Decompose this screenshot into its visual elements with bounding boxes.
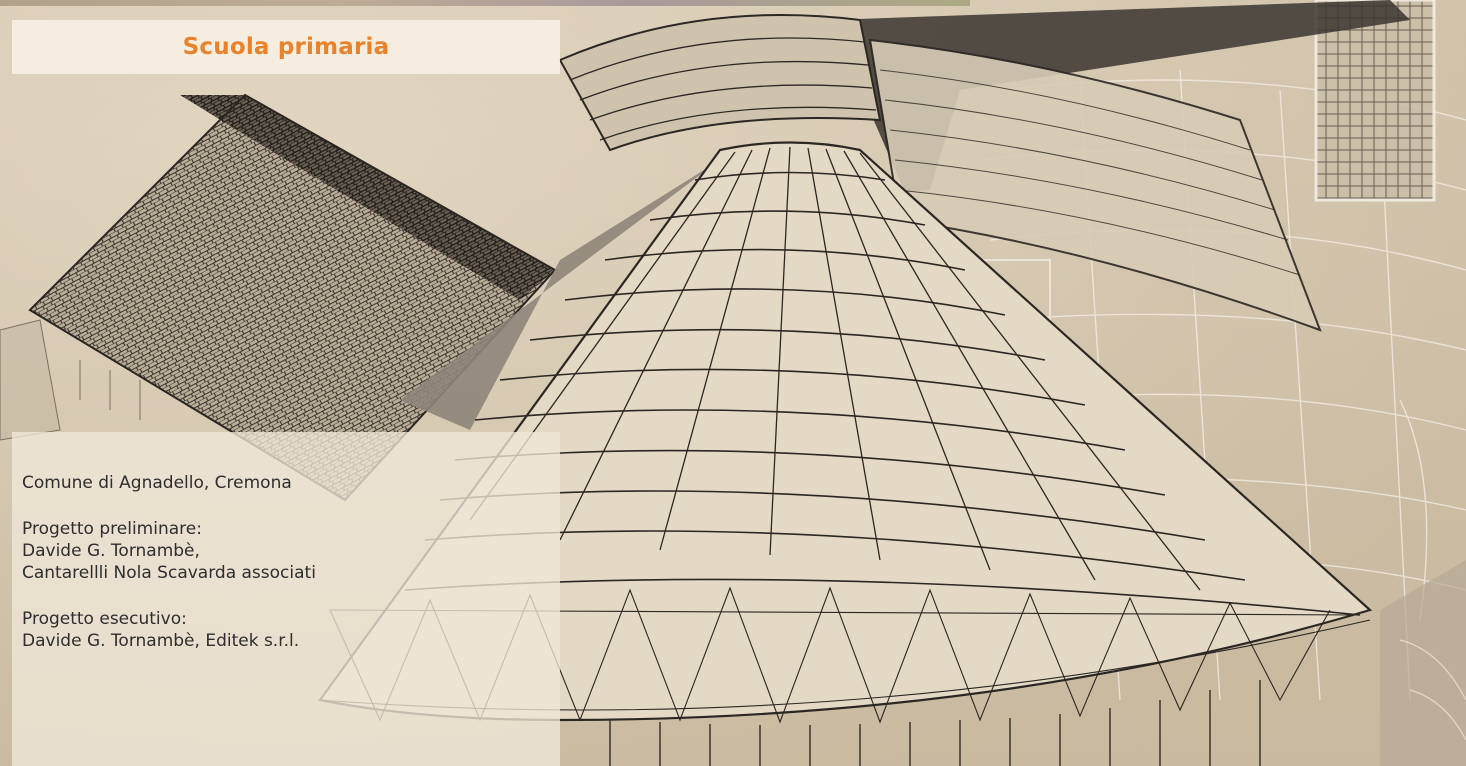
executive-label: Progetto esecutivo: <box>22 609 187 629</box>
project-info-panel: Comune di Agnadello, Cremona Progetto pr… <box>12 432 560 766</box>
executive-credit-line-1: Davide G. Tornambè, Editek s.r.l. <box>22 631 300 651</box>
location-block: Comune di Agnadello, Cremona <box>22 472 292 494</box>
page-title: Scuola primaria <box>182 34 390 60</box>
preliminary-credit-line-1: Davide G. Tornambè, <box>22 541 200 561</box>
preliminary-label: Progetto preliminare: <box>22 519 202 539</box>
preliminary-project-block: Progetto preliminare: Davide G. Tornambè… <box>22 518 316 584</box>
preliminary-credit-line-2: Cantarellli Nola Scavarda associati <box>22 563 316 583</box>
location-text: Comune di Agnadello, Cremona <box>22 473 292 493</box>
title-panel: Scuola primaria <box>12 20 560 74</box>
executive-project-block: Progetto esecutivo: Davide G. Tornambè, … <box>22 608 299 652</box>
